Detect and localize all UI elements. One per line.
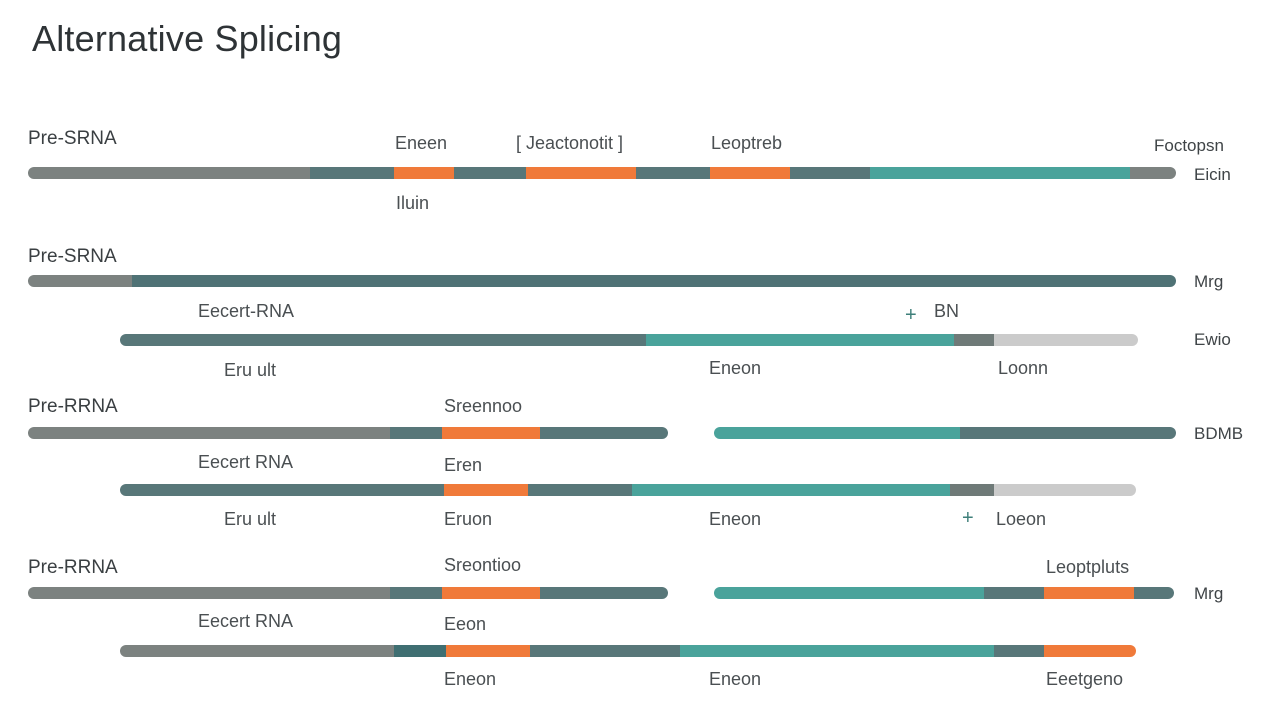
row4-sub-label: Eecert RNA bbox=[198, 611, 294, 631]
row2-mrna-seg bbox=[994, 334, 1138, 346]
row1-pre-rna-track bbox=[28, 167, 1176, 179]
row4-intron-seg bbox=[984, 587, 1044, 599]
row1-annotation-exon-a: Eneen bbox=[395, 133, 448, 153]
row3-mrna-seg bbox=[444, 484, 528, 496]
row3-exon-seg bbox=[442, 427, 540, 439]
row1-annotation-intron: Iluin bbox=[396, 193, 430, 213]
row4-pre-rna-track-left bbox=[28, 587, 668, 599]
row1-intron-seg bbox=[790, 167, 870, 179]
row1-intron-seg bbox=[454, 167, 526, 179]
row4-annotation-bottom-mid: Eneon bbox=[709, 669, 762, 689]
row3-intron-seg bbox=[540, 427, 668, 439]
row3-annotation-exon-b: Eruon bbox=[444, 509, 493, 529]
row4-exon-seg bbox=[714, 587, 984, 599]
row4-intron-seg bbox=[390, 587, 442, 599]
row3-intron-seg bbox=[390, 427, 442, 439]
row4-intron-seg bbox=[1134, 587, 1174, 599]
row3-annotation-exon: Eren bbox=[444, 455, 483, 475]
row1-intron-seg bbox=[310, 167, 394, 179]
row4-annotation-bottom-right: Eeetgeno bbox=[1046, 669, 1124, 689]
row2-label: Pre-SRNA bbox=[28, 246, 117, 267]
row1-annotation-right-top: Foctopsn bbox=[1154, 136, 1224, 155]
row2-side-label: Mrg bbox=[1194, 272, 1224, 291]
row2-pre-rna-track bbox=[28, 275, 1176, 287]
plus-icon: + bbox=[962, 507, 974, 529]
row3-pre-rna-track-right bbox=[714, 427, 1176, 439]
row2-sub-label: Eecert-RNA bbox=[198, 301, 295, 321]
row1-label: Pre-SRNA bbox=[28, 128, 117, 149]
row4-mrna-seg bbox=[446, 645, 530, 657]
row4-mrna-seg bbox=[530, 645, 680, 657]
row4-mrna-seg bbox=[680, 645, 994, 657]
row1-intron-seg bbox=[1130, 167, 1176, 179]
row3-intron-seg bbox=[28, 427, 390, 439]
row1-intron-seg bbox=[636, 167, 710, 179]
row2-mrna-seg bbox=[120, 334, 646, 346]
row1-annotation-right: Eicin bbox=[1194, 165, 1231, 184]
row4-annotation-top: Sreontioo bbox=[444, 555, 522, 575]
row2-exon-seg bbox=[132, 275, 1176, 287]
row2-annotation-mid: Eneon bbox=[709, 358, 762, 378]
page-title: Alternative Splicing bbox=[32, 18, 343, 59]
row3-mrna-track bbox=[120, 484, 1136, 496]
row3-annotation-right: Loeon bbox=[996, 509, 1047, 529]
row2-intron-seg bbox=[28, 275, 132, 287]
row2-mrna-seg bbox=[646, 334, 954, 346]
row3-mrna-seg bbox=[632, 484, 950, 496]
row3-annotation-mid: Eneon bbox=[709, 509, 762, 529]
row4-pre-rna-track-right bbox=[714, 587, 1174, 599]
row3-intron-seg bbox=[960, 427, 1176, 439]
row4-mrna-seg bbox=[994, 645, 1044, 657]
row3-annotation-left: Eru ult bbox=[224, 509, 277, 529]
row1-exon-seg bbox=[394, 167, 454, 179]
row3-mrna-seg bbox=[994, 484, 1136, 496]
row3-sub-label: Eecert RNA bbox=[198, 452, 294, 472]
row3-mrna-seg bbox=[950, 484, 994, 496]
row2-sub-side-label: Ewio bbox=[1194, 330, 1231, 349]
row4-exon-seg bbox=[1044, 587, 1134, 599]
row3-mrna-seg bbox=[120, 484, 444, 496]
row1-exon-seg bbox=[870, 167, 1130, 179]
row4-mrna-seg bbox=[394, 645, 446, 657]
row4-label: Pre-RRNA bbox=[28, 557, 118, 578]
row3-exon-seg bbox=[714, 427, 960, 439]
row4-annotation-top-right: Leoptpluts bbox=[1046, 557, 1130, 577]
row4-mrna-track bbox=[120, 645, 1136, 657]
row1-annotation-exon-b: Leoptreb bbox=[711, 133, 783, 153]
row4-mrna-seg bbox=[1044, 645, 1136, 657]
row3-mrna-seg bbox=[528, 484, 632, 496]
row3-side-label: BDMB bbox=[1194, 424, 1244, 443]
row4-intron-seg bbox=[540, 587, 668, 599]
row1-exon-seg bbox=[710, 167, 790, 179]
row1-intron-seg bbox=[28, 167, 310, 179]
row4-annotation-bottom-left: Eneon bbox=[444, 669, 497, 689]
row3-annotation-top: Sreennoo bbox=[444, 396, 523, 416]
row1-annotation-bracket: [ Jeactonotit ] bbox=[516, 133, 624, 153]
row4-intron-seg bbox=[28, 587, 390, 599]
row4-mrna-seg bbox=[120, 645, 394, 657]
row2-annotation-marker: BN bbox=[934, 301, 960, 321]
row2-annotation-right: Loonn bbox=[998, 358, 1049, 378]
plus-icon: + bbox=[905, 304, 917, 326]
row4-exon-seg bbox=[442, 587, 540, 599]
row3-label: Pre-RRNA bbox=[28, 396, 118, 417]
row3-pre-rna-track-left bbox=[28, 427, 668, 439]
row2-mrna-track bbox=[120, 334, 1138, 346]
row4-annotation-exon: Eeon bbox=[444, 614, 487, 634]
row4-side-label: Mrg bbox=[1194, 584, 1224, 603]
row2-annotation-left: Eru ult bbox=[224, 360, 277, 380]
row2-mrna-seg bbox=[954, 334, 994, 346]
row1-exon-seg bbox=[526, 167, 636, 179]
